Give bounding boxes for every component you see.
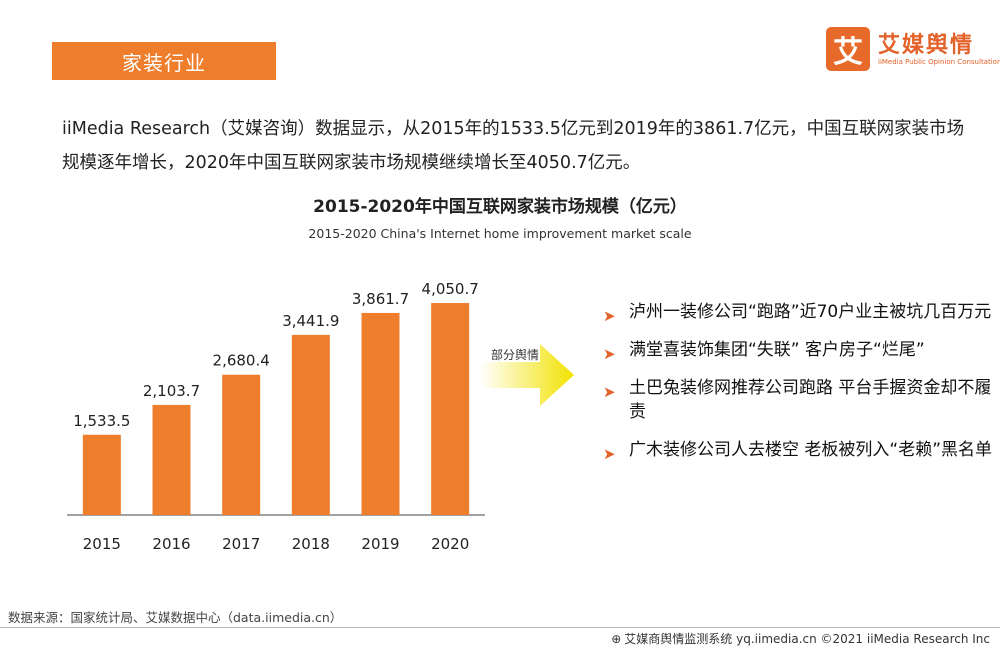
news-item-text: 土巴兔装修网推荐公司跑路 平台手握资金却不履责 (629, 378, 992, 422)
data-label: 3,441.9 (282, 312, 339, 330)
logo-subtitle: iiMedia Public Opinion Consultation (878, 58, 1000, 66)
bullet-arrow-icon: ➤ (603, 307, 616, 325)
bar-2015 (82, 434, 121, 515)
x-tick-label: 2020 (431, 535, 469, 553)
brand-logo: 艾 艾媒舆情 iiMedia Public Opinion Consultati… (826, 27, 1000, 77)
bar-2020 (431, 303, 470, 515)
bar-2019 (361, 312, 400, 515)
chart-title: 2015-2020年中国互联网家装市场规模（亿元） (313, 197, 687, 217)
data-label: 3,861.7 (352, 290, 409, 308)
news-item-text: 满堂喜装饰集团“失联” 客户房子“烂尾” (629, 340, 925, 360)
footer-text: 艾媒商舆情监测系统 yq.iimedia.cn ©2021 iiMedia Re… (624, 632, 990, 646)
news-item: ➤ 广木装修公司人去楼空 老板被列入“老赖”黑名单 (603, 438, 993, 463)
bullet-arrow-icon: ➤ (603, 345, 616, 363)
news-item-text: 泸州一装修公司“跑路”近70户业主被坑几百万元 (629, 302, 992, 322)
x-tick-label: 2018 (292, 535, 330, 553)
bullet-arrow-icon: ➤ (603, 445, 616, 463)
arrow-right-icon (480, 344, 574, 406)
data-source: 数据来源：国家统计局、艾媒数据中心（data.iimedia.cn） (8, 610, 343, 625)
footer-divider (0, 627, 1000, 628)
bullet-arrow-icon: ➤ (603, 383, 616, 401)
news-item: ➤ 泸州一装修公司“跑路”近70户业主被坑几百万元 (603, 300, 993, 325)
bar-2016 (152, 404, 191, 515)
news-item-text: 广木装修公司人去楼空 老板被列入“老赖”黑名单 (629, 440, 993, 460)
x-tick-label: 2016 (152, 535, 190, 553)
data-label: 2,680.4 (213, 352, 270, 370)
globe-icon: ⊕ (611, 632, 622, 646)
data-label: 4,050.7 (422, 280, 479, 298)
data-label: 2,103.7 (143, 382, 200, 400)
x-tick-label: 2017 (222, 535, 260, 553)
footer: ⊕ 艾媒商舆情监测系统 yq.iimedia.cn ©2021 iiMedia R… (611, 630, 990, 647)
news-item: ➤ 满堂喜装饰集团“失联” 客户房子“烂尾” (603, 338, 993, 363)
x-tick-label: 2019 (361, 535, 399, 553)
news-item: ➤ 土巴兔装修网推荐公司跑路 平台手握资金却不履责 (603, 376, 993, 424)
data-label: 1,533.5 (73, 412, 130, 430)
intro-paragraph: iiMedia Research（艾媒咨询）数据显示，从2015年的1533.5… (62, 119, 965, 173)
arrow-label: 部分舆情 (491, 348, 540, 362)
chart-subtitle: 2015-2020 China's Internet home improvem… (308, 226, 692, 241)
x-tick-label: 2015 (83, 535, 121, 553)
section-header-tab: 家装行业 (52, 42, 276, 80)
bar-2017 (222, 374, 261, 515)
news-list: ➤ 泸州一装修公司“跑路”近70户业主被坑几百万元 ➤ 满堂喜装饰集团“失联” 客户房… (603, 300, 993, 476)
bar-2018 (291, 334, 330, 515)
logo-mark-icon: 艾 (826, 27, 870, 71)
logo-name: 艾媒舆情 (878, 33, 975, 58)
section-title: 家装行业 (122, 50, 206, 75)
